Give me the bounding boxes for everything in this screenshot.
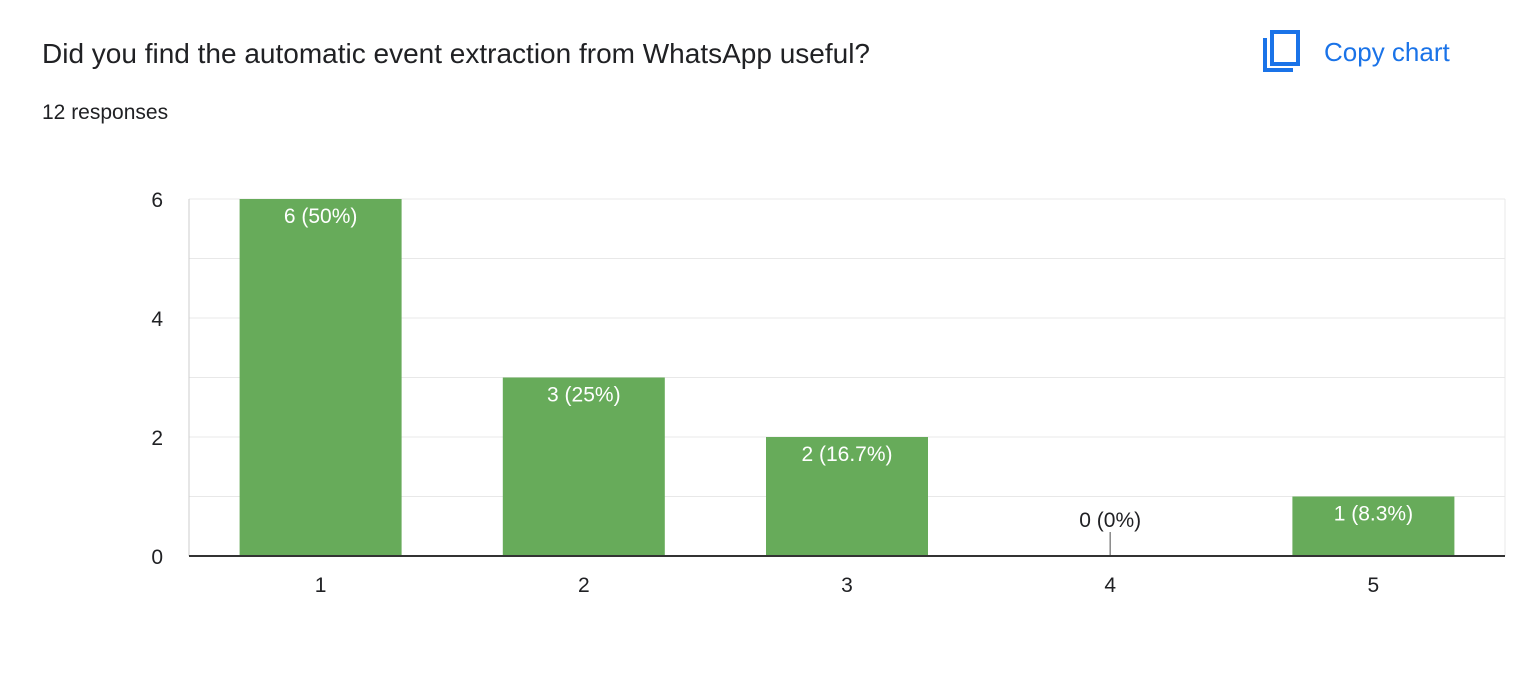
y-tick-label: 0 <box>151 546 163 569</box>
copy-icon <box>1263 30 1300 72</box>
bar-data-label: 1 (8.3%) <box>1334 503 1413 526</box>
y-tick-label: 4 <box>151 308 163 331</box>
copy-chart-button[interactable]: Copy chart <box>1262 30 1450 74</box>
bar <box>1292 496 1455 556</box>
bar-data-label: 0 (0%) <box>1079 509 1141 532</box>
x-tick-label: 3 <box>841 574 853 597</box>
bar-data-label: 2 (16.7%) <box>801 443 892 466</box>
bar-data-label: 6 (50%) <box>284 205 358 228</box>
bar <box>766 437 928 556</box>
response-count: 12 responses <box>42 101 169 124</box>
y-tick-label: 2 <box>151 427 163 450</box>
copy-chart-label: Copy chart <box>1324 36 1450 67</box>
bar-data-label: 3 (25%) <box>547 384 621 407</box>
x-tick-label: 5 <box>1368 574 1380 597</box>
bar <box>239 199 402 556</box>
x-tick-label: 2 <box>578 574 590 597</box>
y-tick-label: 6 <box>151 189 163 212</box>
x-tick-label: 1 <box>315 574 327 597</box>
bar <box>502 377 665 556</box>
x-tick-label: 4 <box>1104 574 1116 597</box>
chart-title: Did you find the automatic event extract… <box>42 38 870 69</box>
